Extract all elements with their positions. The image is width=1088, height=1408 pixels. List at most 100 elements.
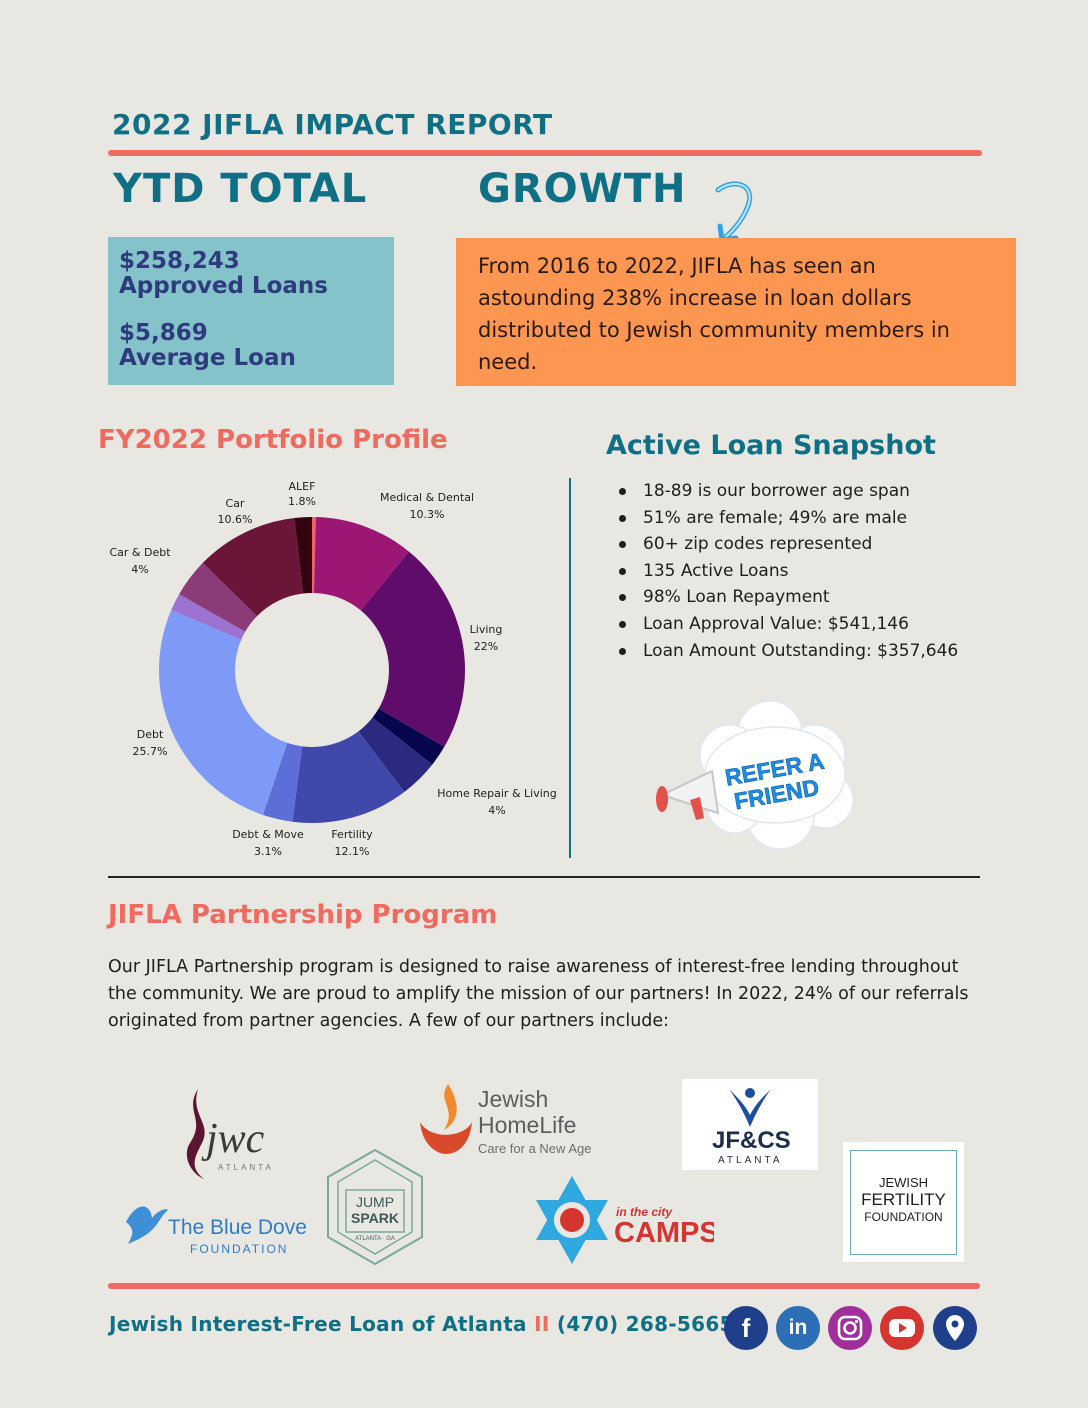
person-swoosh-icon <box>729 1088 771 1127</box>
snapshot-heading: Active Loan Snapshot <box>606 430 936 461</box>
homelife-line1: Jewish <box>478 1086 549 1112</box>
homelife-logo[interactable]: Jewish HomeLife Care for a New Age <box>418 1082 618 1162</box>
label-debt-pct: 25.7% <box>133 745 168 758</box>
label-debt-move-pct: 3.1% <box>254 845 282 858</box>
portfolio-heading: FY2022 Portfolio Profile <box>98 425 448 455</box>
snapshot-list: 18-89 is our borrower age span 51% are f… <box>616 478 958 664</box>
label-home-repair-name: Home Repair & Living <box>437 787 556 800</box>
growth-box: From 2016 to 2022, JIFLA has seen an ast… <box>456 238 1016 386</box>
bluedove-logo[interactable]: The Blue Dove FOUNDATION <box>122 1200 312 1260</box>
ytd-summary-box: $258,243 Approved Loans $5,869 Average L… <box>108 237 394 385</box>
approved-label: Approved Loans <box>119 273 328 299</box>
footer-phone[interactable]: (470) 268-5665 <box>556 1312 734 1336</box>
growth-text: From 2016 to 2022, JIFLA has seen an ast… <box>478 254 950 374</box>
label-alef-name: ALEF <box>289 480 316 493</box>
megaphone-icon <box>656 769 720 820</box>
jwc-sub: ATLANTA <box>218 1163 274 1172</box>
jumpspark-line1: JUMP <box>356 1194 394 1210</box>
list-item: Loan Amount Outstanding: $357,646 <box>616 638 958 665</box>
donut-slice-debt-move <box>262 742 303 822</box>
donut-slice-debt <box>159 609 288 815</box>
jfcs-logo[interactable]: JF&CS ATLANTA <box>682 1079 818 1170</box>
facebook-icon[interactable]: f <box>724 1306 768 1350</box>
label-living-name: Living <box>470 623 503 636</box>
approved-amount: $258,243 <box>119 248 240 274</box>
bluedove-line2: FOUNDATION <box>190 1242 289 1256</box>
partnership-text: Our JIFLA Partnership program is designe… <box>108 957 969 1031</box>
jfcs-sub: ATLANTA <box>718 1155 783 1166</box>
fertility-line3: FOUNDATION <box>864 1210 943 1224</box>
dove-icon <box>126 1206 168 1244</box>
label-car-debt-name: Car & Debt <box>109 546 171 559</box>
flame-icon <box>186 1089 205 1179</box>
donut-slice-fertility <box>292 731 405 823</box>
homelife-tagline: Care for a New Age <box>478 1141 592 1156</box>
ytd-heading: YTD TOTAL <box>113 166 368 212</box>
list-item: 98% Loan Repayment <box>616 584 958 611</box>
list-item: 51% are female; 49% are male <box>616 505 958 532</box>
footer-separator: II <box>534 1312 550 1336</box>
partnership-heading: JIFLA Partnership Program <box>108 900 498 930</box>
camps-line2: CAMPS <box>614 1217 714 1249</box>
list-item: 135 Active Loans <box>616 558 958 585</box>
jumpspark-line2: SPARK <box>351 1210 399 1226</box>
label-medical-pct: 10.3% <box>410 508 445 521</box>
footer-org: Jewish Interest-Free Loan of Atlanta <box>109 1312 527 1336</box>
fertility-frame: JEWISH FERTILITY FOUNDATION <box>850 1150 957 1255</box>
location-icon[interactable] <box>933 1306 977 1350</box>
chart-labels: ALEF 1.8% Car 10.6% Car & Debt 4% Medica… <box>109 480 556 858</box>
jwc-logo[interactable]: jwc ATLANTA <box>176 1085 291 1185</box>
label-living-pct: 22% <box>474 640 498 653</box>
donut-slice-alef <box>294 517 312 594</box>
fertility-line1: JEWISH <box>878 1175 929 1190</box>
camps-logo[interactable]: in the city CAMPS <box>532 1172 714 1268</box>
label-alef-pct: 1.8% <box>288 495 316 508</box>
camps-line1: in the city <box>616 1205 673 1219</box>
list-item: 18-89 is our borrower age span <box>616 478 958 505</box>
footer-contact: Jewish Interest-Free Loan of Atlanta II … <box>109 1312 757 1336</box>
report-title: 2022 JIFLA IMPACT REPORT <box>112 108 553 141</box>
top-rule <box>108 150 982 156</box>
average-amount: $5,869 <box>119 320 208 346</box>
section-divider-vertical <box>569 478 571 858</box>
donut-slice-car-debt <box>179 562 258 632</box>
donut-slice-segment-8 <box>171 594 246 640</box>
label-fertility-name: Fertility <box>331 828 373 841</box>
label-debt-move-name: Debt & Move <box>232 828 304 841</box>
donut-slice-car <box>202 518 304 617</box>
label-car-name: Car <box>226 497 245 510</box>
list-item: 60+ zip codes represented <box>616 531 958 558</box>
jumpspark-logo[interactable]: JUMP SPARK ATLANTA · GA <box>322 1146 428 1268</box>
donut-slice-medical-dental <box>313 517 409 611</box>
donut-slice-home-repair-living <box>358 717 433 793</box>
donut-slice-segment-3 <box>372 708 445 765</box>
linkedin-icon[interactable]: in <box>776 1306 820 1350</box>
bottom-rule <box>108 1283 980 1289</box>
growth-heading: GROWTH <box>478 166 687 212</box>
label-car-pct: 10.6% <box>218 513 253 526</box>
label-home-repair-pct: 4% <box>488 804 505 817</box>
flame-bowl-icon <box>420 1084 472 1154</box>
youtube-icon[interactable] <box>880 1306 924 1350</box>
fertility-line2: FERTILITY <box>861 1190 946 1209</box>
jwc-name: jwc <box>206 1116 265 1162</box>
donut-slices <box>159 517 466 823</box>
bluedove-line1: The Blue Dove <box>168 1216 307 1239</box>
jfcs-name: JF&CS <box>712 1127 791 1154</box>
cloud-shape <box>699 700 854 850</box>
section-divider <box>108 876 980 878</box>
fertility-logo[interactable]: JEWISH FERTILITY FOUNDATION <box>843 1142 964 1262</box>
portfolio-donut-chart: ALEF 1.8% Car 10.6% Car & Debt 4% Medica… <box>109 480 556 858</box>
list-item: Loan Approval Value: $541,146 <box>616 611 958 638</box>
instagram-icon[interactable] <box>828 1306 872 1350</box>
average-label: Average Loan <box>119 345 296 371</box>
homelife-line2: HomeLife <box>478 1112 577 1138</box>
donut-slice-segment-0 <box>312 517 316 594</box>
jumpspark-sub: ATLANTA · GA <box>355 1236 395 1242</box>
label-debt-name: Debt <box>137 728 164 741</box>
label-medical-name: Medical & Dental <box>380 491 474 504</box>
label-car-debt-pct: 4% <box>131 563 148 576</box>
label-fertility-pct: 12.1% <box>335 845 370 858</box>
donut-slice-living <box>360 551 466 747</box>
refer-a-friend-graphic[interactable]: REFER A FRIEND <box>650 695 860 855</box>
